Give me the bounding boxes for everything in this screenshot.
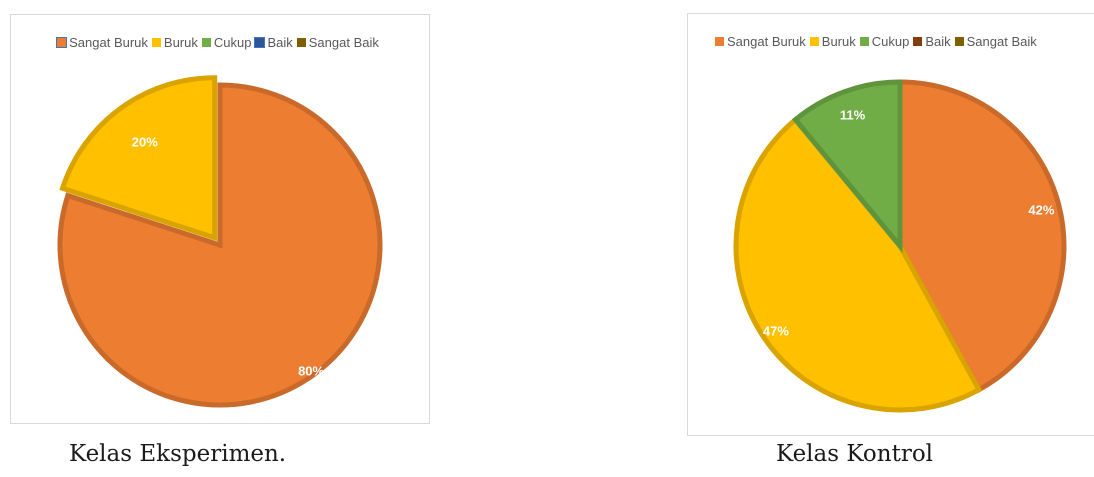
pie-data-label: 47%: [763, 323, 789, 338]
legend-label: Buruk: [163, 35, 198, 50]
legend-label: Sangat Buruk: [727, 34, 806, 49]
legend-label: Baik: [267, 35, 293, 50]
legend-swatch: [809, 37, 819, 46]
pie-slice-buruk: [733, 116, 983, 413]
legend-item-cukup: Cukup: [859, 34, 910, 49]
pie-data-label: 11%: [840, 107, 866, 122]
legend-label: Sangat Baik: [966, 34, 1037, 49]
pie-chart-kontrol: Sangat Buruk Buruk Cukup Baik Sangat Bai…: [687, 13, 1094, 436]
pie-data-label: 42%: [1028, 203, 1054, 218]
legend-swatch: [715, 37, 724, 46]
legend-item-sangat-buruk: Sangat Buruk: [715, 34, 806, 49]
pie-slice-sangat-buruk: [57, 82, 383, 408]
pie-data-label: 80%: [298, 363, 324, 378]
legend-item-sangat-baik: Sangat Baik: [296, 35, 379, 50]
pie-slice-cukup: [791, 79, 903, 253]
pie-slice-buruk: [59, 75, 218, 242]
legend-swatch: [913, 37, 923, 46]
pie-data-label: 20%: [132, 134, 158, 149]
legend-swatch: [859, 37, 869, 46]
chart-legend: Sangat Buruk Buruk Cukup Baik Sangat Bai…: [715, 34, 1094, 49]
chart-legend: Sangat Buruk Buruk Cukup Baik Sangat Bai…: [11, 35, 429, 50]
legend-label: Buruk: [821, 34, 856, 49]
chart-caption-eksperimen: Kelas Eksperimen.: [69, 441, 287, 467]
pie-plot: 42% 47% 11%: [733, 79, 1067, 413]
legend-item-buruk: Buruk: [809, 34, 856, 49]
chart-caption-kontrol: Kelas Kontrol: [776, 441, 934, 467]
legend-item-buruk: Buruk: [151, 35, 198, 50]
legend-swatch: [201, 38, 211, 47]
legend-label: Sangat Baik: [308, 35, 379, 50]
legend-swatch: [296, 38, 306, 47]
legend-label: Cukup: [871, 34, 910, 49]
legend-swatch: [151, 38, 161, 47]
legend-item-sangat-buruk: Sangat Buruk: [56, 35, 148, 50]
legend-item-cukup: Cukup: [201, 35, 252, 50]
pie-slice-sangat-buruk: [897, 79, 1067, 394]
legend-label: Baik: [925, 34, 951, 49]
legend-item-sangat-baik: Sangat Baik: [954, 34, 1037, 49]
legend-item-baik: Baik: [254, 35, 293, 50]
legend-label: Cukup: [213, 35, 252, 50]
pie-chart-eksperimen: Sangat Buruk Buruk Cukup Baik Sangat Bai…: [10, 14, 430, 424]
legend-swatch: [954, 37, 964, 46]
legend-swatch: [254, 37, 266, 48]
pie-plot: 80% 20%: [57, 75, 383, 408]
legend-swatch: [56, 37, 68, 48]
legend-label: Sangat Buruk: [69, 35, 148, 50]
legend-item-baik: Baik: [913, 34, 951, 49]
